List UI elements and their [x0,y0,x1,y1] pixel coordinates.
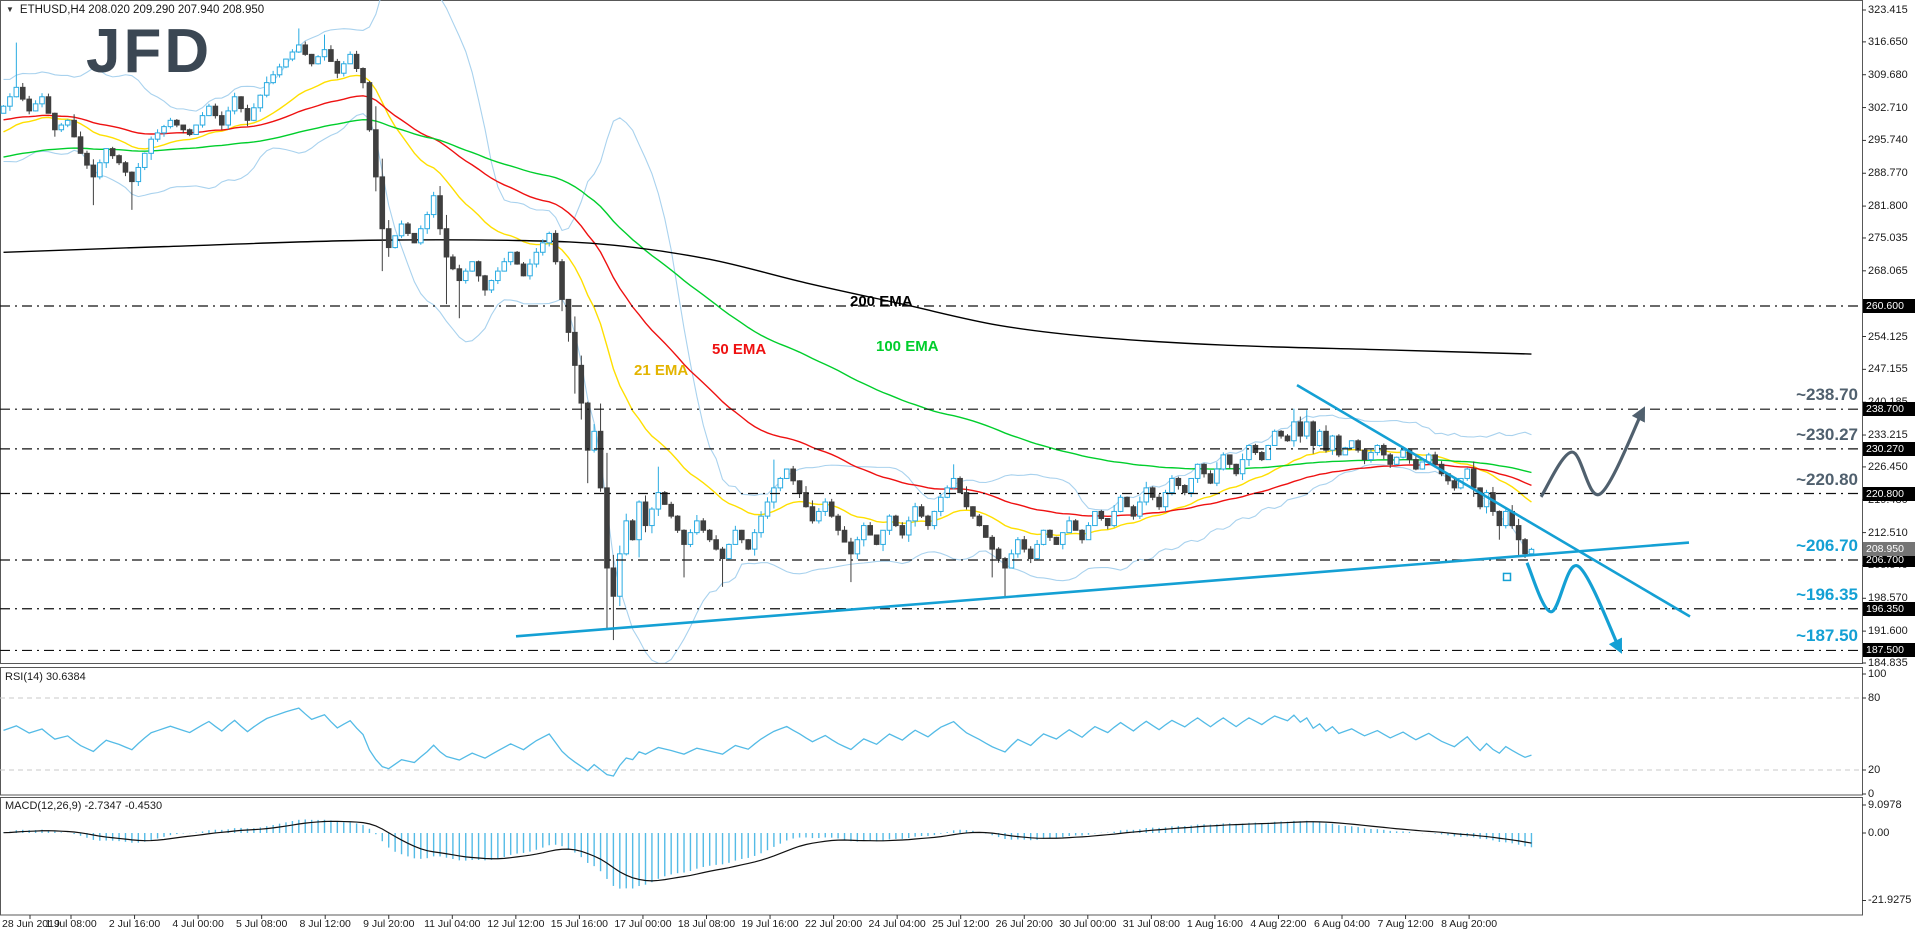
symbol-dropdown-icon[interactable]: ▼ [6,5,14,14]
price-tick-label: 233.215 [1868,429,1908,442]
ema200-label: 200 EMA [850,293,913,311]
date-tick-label: 1 Aug 16:00 [1186,918,1243,930]
ema200-line [3,239,1532,355]
level-label: ~196.35 [1796,584,1858,604]
price-level-badge: 206.700 [1863,552,1915,567]
macd-panel [2,819,1533,889]
price-tick-label: 212.510 [1868,526,1908,539]
price-level-badge: 230.270 [1863,441,1915,456]
price-tick-label: 191.600 [1868,625,1908,638]
date-tick-label: 4 Jul 00:00 [172,918,224,930]
date-tick-label: 17 Jul 00:00 [614,918,672,930]
date-tick-label: 18 Jul 08:00 [677,918,736,930]
ascending-trendline[interactable] [515,541,1690,638]
drawing-anchor-marker[interactable] [1502,572,1512,582]
date-tick-label: 26 Jul 20:00 [995,918,1053,930]
price-level-badge: 187.500 [1863,643,1915,658]
analyst-annotations[interactable] [515,384,1691,654]
macd-tick-label: 9.0978 [1868,798,1902,811]
date-tick-label: 6 Aug 04:00 [1313,918,1371,930]
level-label: ~230.27 [1796,424,1858,444]
price-tick-label: 288.770 [1868,167,1908,180]
ema21-label: 21 EMA [634,361,689,379]
price-level-badge: 220.800 [1863,486,1915,501]
price-tick-label: 254.125 [1868,330,1908,343]
rsi-line [3,707,1532,777]
bullish-scenario-arrow[interactable] [1539,406,1646,498]
price-tick-label: 226.450 [1868,460,1908,473]
date-tick-label: 7 Aug 12:00 [1377,918,1434,930]
date-tick-label: 11 Jul 04:00 [424,918,481,930]
date-tick-label: 12 Jul 12:00 [487,918,545,930]
date-tick-label: 28 Jun 2019 [2,918,60,930]
price-tick-label: 323.415 [1868,4,1908,16]
level-label: ~206.70 [1796,535,1858,555]
ema100-label: 100 EMA [876,337,939,355]
current-price-badge: 208.950 [1863,542,1915,557]
price-tick-label: 247.155 [1868,363,1908,376]
price-level-badge: 196.350 [1863,601,1915,616]
price-tick-label: 281.800 [1868,200,1908,213]
level-label: ~238.70 [1796,385,1858,405]
price-level-badge: 238.700 [1863,402,1915,417]
level-label: ~220.80 [1796,469,1858,489]
symbol-info-bar[interactable]: ▼ ETHUSD,H4 208.020 209.290 207.940 208.9… [6,4,264,16]
bearish-scenario-arrow[interactable] [1525,562,1622,654]
price-tick-label: 295.740 [1868,134,1908,147]
price-tick-label: 275.035 [1868,231,1908,244]
date-tick-label: 19 Jul 16:00 [741,918,799,930]
price-tick-label: 309.680 [1868,68,1908,81]
date-tick-label: 2 Jul 16:00 [108,918,161,930]
macd-signal-line [3,820,1532,882]
price-tick-label: 184.835 [1868,657,1908,669]
date-tick-label: 22 Jul 20:00 [804,918,863,930]
rsi-tick-label: 0 [1868,788,1875,800]
date-tick-label: 24 Jul 04:00 [868,918,926,930]
price-tick-label: 268.065 [1868,264,1908,277]
jfd-logo: JFD [86,17,213,86]
macd-tick-label: 0.00 [1868,827,1890,839]
date-tick-label: 5 Jul 08:00 [235,918,288,930]
axis-tick-marks [29,9,1866,919]
rsi-tick-label: 100 [1868,668,1887,680]
date-tick-label: 1 Jul 08:00 [45,918,97,930]
rsi-tick-label: 80 [1868,692,1881,704]
price-tick-label: 302.710 [1868,101,1908,114]
date-tick-label: 8 Aug 20:00 [1441,918,1498,930]
date-tick-label: 8 Jul 12:00 [299,918,351,930]
ema50-line [3,95,1532,517]
symbol-ohlc-text: ETHUSD,H4 208.020 209.290 207.940 208.95… [19,4,265,16]
date-tick-label: 15 Jul 16:00 [550,918,608,930]
price-panel [0,0,1535,663]
macd-indicator-header: MACD(12,26,9) -2.7347 -0.4530 [5,800,163,812]
rsi-tick-label: 20 [1868,764,1881,776]
price-tick-label: 198.570 [1868,592,1908,605]
macd-tick-label: -21.9275 [1868,894,1912,907]
rsi-panel [0,697,1862,777]
ema50-label: 50 EMA [712,340,767,358]
date-tick-label: 30 Jul 00:00 [1059,918,1117,930]
panel-borders [0,0,1863,916]
date-tick-label: 9 Jul 20:00 [363,918,415,930]
date-tick-label: 25 Jul 12:00 [932,918,990,930]
date-tick-label: 4 Aug 22:00 [1250,918,1307,930]
rsi-indicator-header: RSI(14) 30.6384 [5,671,86,683]
ema100-line [3,118,1532,474]
price-tick-label: 316.650 [1868,35,1908,48]
descending-trendline[interactable] [1296,384,1691,618]
candles [0,28,1535,641]
date-tick-label: 31 Jul 08:00 [1122,918,1180,930]
bollinger-lower-band [3,113,1532,663]
price-level-badge: 260.600 [1863,298,1915,313]
level-label: ~187.50 [1796,626,1858,646]
support-resistance-lines[interactable] [0,305,1862,652]
